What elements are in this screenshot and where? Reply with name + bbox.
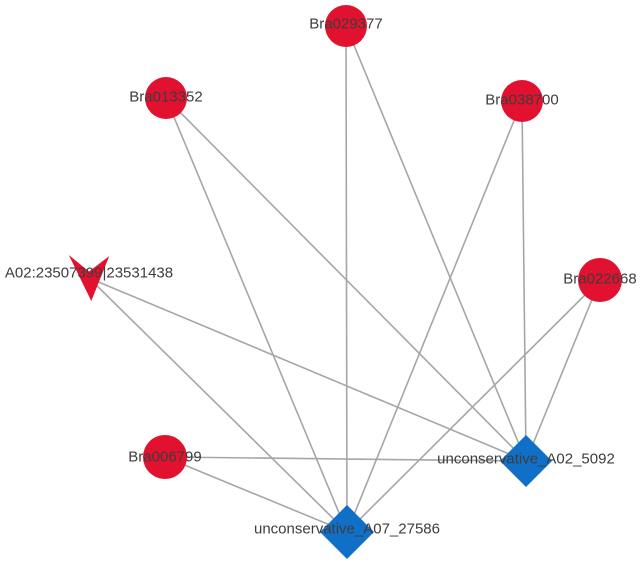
- edge-Bra038700-unconservative_A02_5092: [521, 100, 527, 462]
- edge-Bra006799-unconservative_A07_27586: [164, 456, 348, 533]
- node-Bra038700[interactable]: [501, 80, 543, 122]
- edge-Bra013352-unconservative_A02_5092: [165, 97, 527, 462]
- edge-Bra022668-unconservative_A02_5092: [525, 279, 601, 462]
- node-unconservative_A02_5092[interactable]: [500, 435, 552, 487]
- node-Bra029377[interactable]: [325, 5, 367, 47]
- edge-A02-23507399-23531438-unconservative_A07_27586: [88, 277, 348, 533]
- node-A02-23507399-23531438[interactable]: [68, 255, 110, 301]
- node-unconservative_A07_27586[interactable]: [320, 505, 374, 559]
- edge-Bra038700-unconservative_A07_27586: [346, 100, 523, 533]
- edge-Bra022668-unconservative_A07_27586: [346, 279, 601, 533]
- edge-Bra029377-unconservative_A02_5092: [345, 25, 527, 462]
- edge-Bra006799-unconservative_A02_5092: [164, 456, 527, 462]
- edge-Bra013352-unconservative_A07_27586: [165, 97, 348, 533]
- edge-A02-23507399-23531438-unconservative_A02_5092: [88, 277, 527, 462]
- node-Bra013352[interactable]: [145, 77, 187, 119]
- node-Bra006799[interactable]: [143, 435, 187, 479]
- node-Bra022668[interactable]: [578, 258, 622, 302]
